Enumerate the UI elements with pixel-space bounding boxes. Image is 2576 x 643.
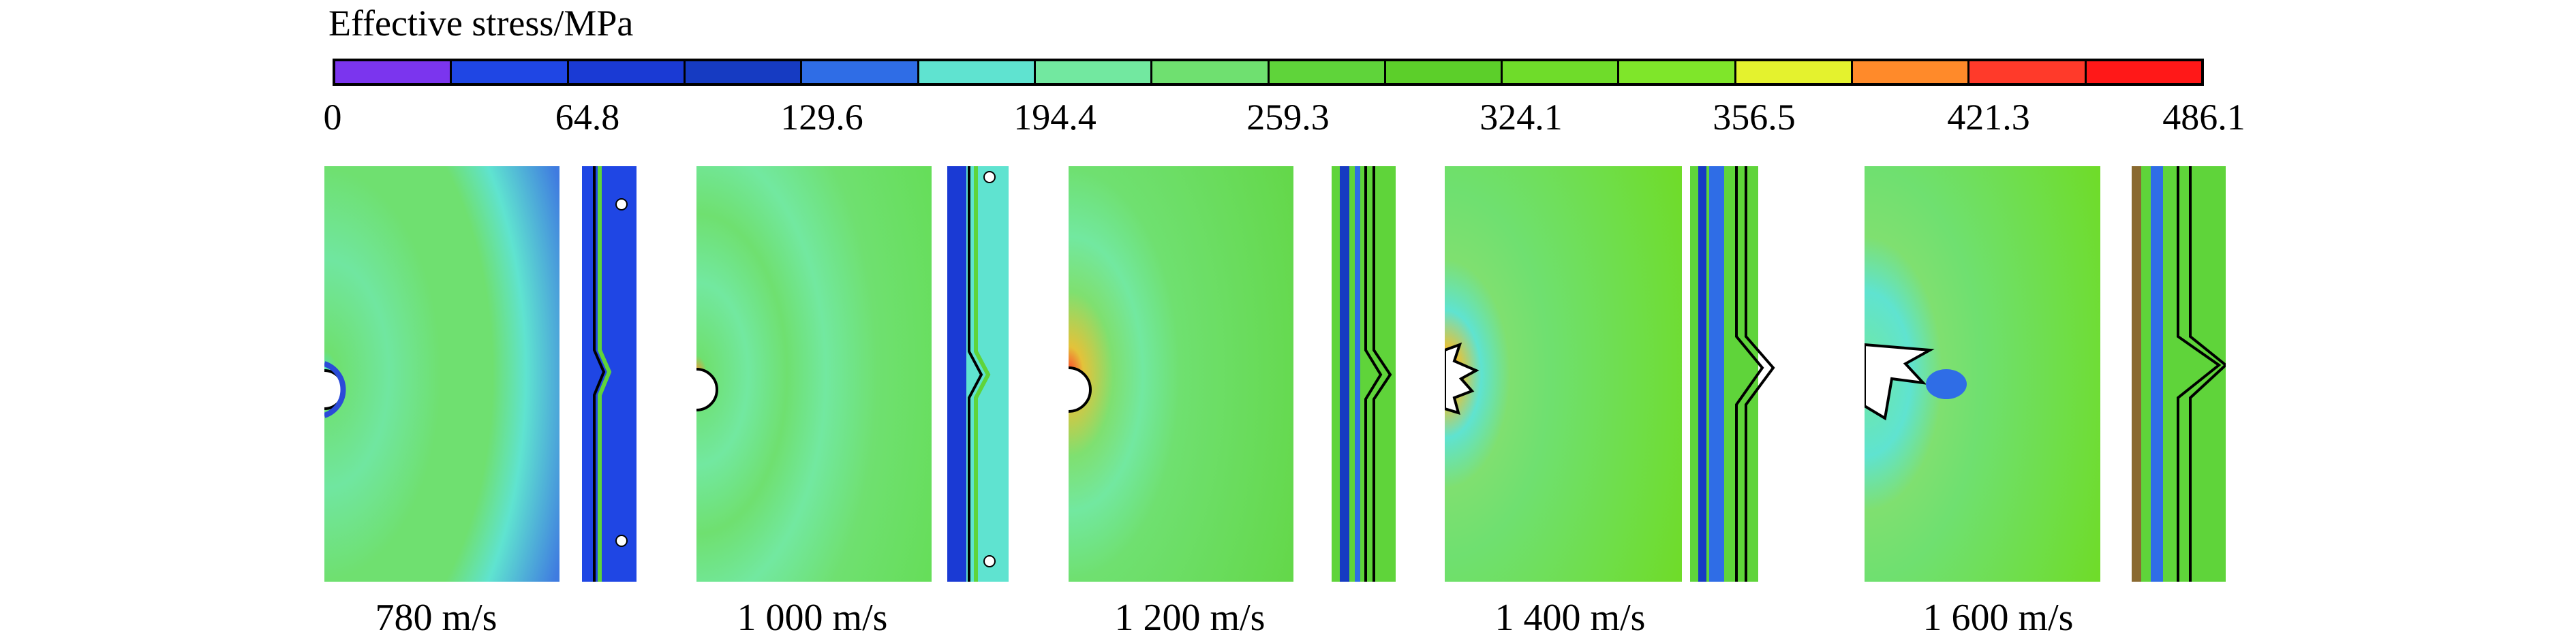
panel-1000 <box>696 166 1009 582</box>
stress-contour-plot <box>324 166 637 582</box>
tick-label: 0 <box>323 97 342 138</box>
colorbar-segment <box>1736 61 1854 83</box>
colorbar-segment <box>1503 61 1620 83</box>
legend-title: Effective stress/MPa <box>328 3 634 44</box>
velocity-label: 1 000 m/s <box>737 597 888 639</box>
velocity-label: 1 400 m/s <box>1494 597 1646 639</box>
stress-contour-plot <box>1445 166 1775 582</box>
colorbar-segment <box>1619 61 1736 83</box>
panel-1600 <box>1865 166 2226 582</box>
panel-1400 <box>1445 166 1785 582</box>
colorbar-segment <box>802 61 919 83</box>
colorbar-segment <box>685 61 803 83</box>
tick-label: 194.4 <box>1013 97 1097 138</box>
stress-contour-plot <box>1069 166 1396 582</box>
tick-label: 324.1 <box>1479 97 1563 138</box>
colorbar-segment <box>1853 61 1970 83</box>
stress-contour-plot <box>1865 166 2226 582</box>
colorbar-segment <box>568 61 686 83</box>
velocity-label: 1 600 m/s <box>1922 597 2074 639</box>
colorbar-segment <box>1035 61 1153 83</box>
colorbar-segment <box>1969 61 2087 83</box>
colorbar-segment <box>335 61 453 83</box>
tick-label: 486.1 <box>2162 97 2245 138</box>
stress-contour-plot <box>696 166 1009 582</box>
tick-label: 421.3 <box>1947 97 2030 138</box>
colorbar-segment <box>2086 61 2201 83</box>
tick-label: 129.6 <box>780 97 863 138</box>
tick-label: 356.5 <box>1713 97 1796 138</box>
colorbar-segment <box>1269 61 1386 83</box>
velocity-label: 780 m/s <box>375 597 497 639</box>
panel-780 <box>324 166 637 582</box>
colorbar-segment <box>1385 61 1503 83</box>
colorbar-segment <box>919 61 1036 83</box>
tick-label: 259.3 <box>1246 97 1330 138</box>
colorbar <box>333 59 2204 86</box>
colorbar-segment <box>452 61 569 83</box>
tick-label: 64.8 <box>555 97 620 138</box>
colorbar-segment <box>1152 61 1270 83</box>
panel-1200 <box>1069 166 1396 582</box>
velocity-label: 1 200 m/s <box>1114 597 1266 639</box>
